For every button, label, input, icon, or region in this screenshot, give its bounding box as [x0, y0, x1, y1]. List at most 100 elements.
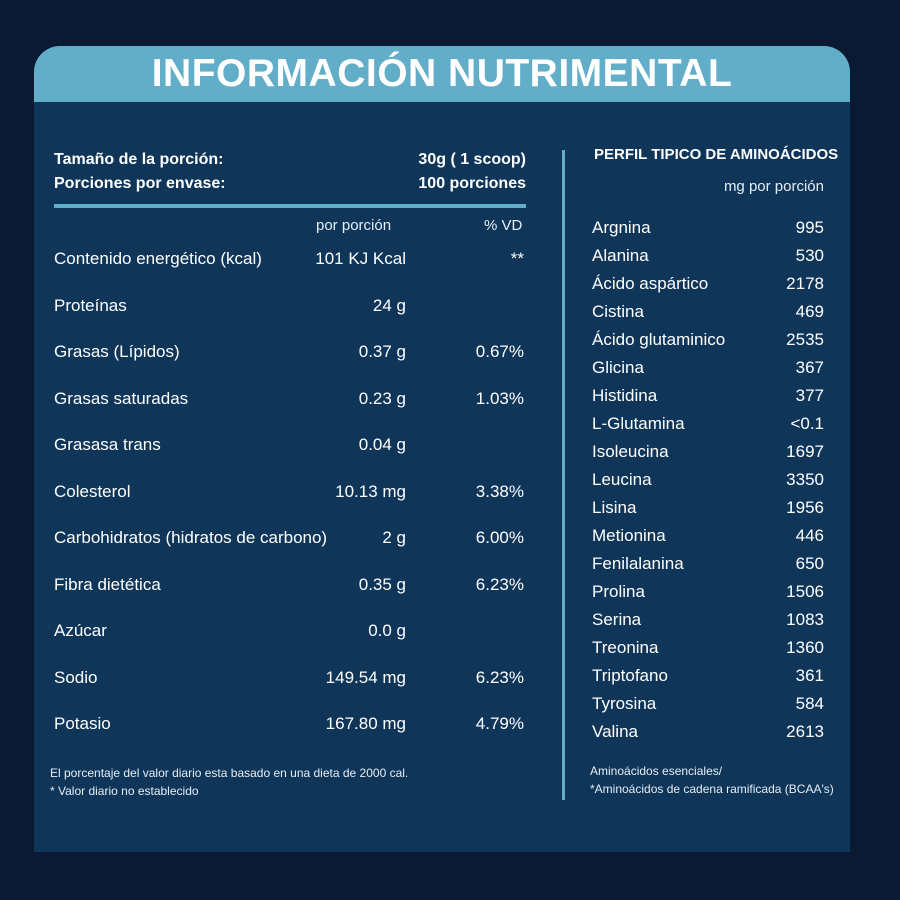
- servings-count-label: Porciones por envase:: [54, 175, 226, 192]
- serving-divider: [54, 204, 526, 208]
- serving-size-label: Tamaño de la porción:: [54, 151, 224, 168]
- amino-row: Ácido glutaminico 2535: [592, 326, 824, 354]
- nutrient-amount: 0.35 g: [358, 574, 406, 594]
- nutrient-amount: 0.37 g: [358, 342, 406, 361]
- nutrition-footnote: El porcentaje del valor diario esta basa…: [50, 764, 408, 800]
- per-serving-header: por porción: [316, 217, 392, 234]
- nutrient-name: Carbohidratos (hidratos de carbono): [54, 528, 328, 547]
- amino-value: 1956: [786, 498, 824, 517]
- amino-name: L-Glutamina: [592, 414, 685, 433]
- nutrient-row: Grasasa trans 0.04 g: [54, 430, 524, 460]
- amino-name: Histidina: [592, 386, 658, 405]
- nutrient-name: Colesterol: [54, 481, 131, 501]
- nutrient-row: Contenido energético (kcal) 101 KJ Kcal **: [54, 244, 524, 274]
- amino-footnote: Aminoácidos esenciales/ *Aminoácidos de …: [590, 762, 834, 798]
- nutrient-amount: 0.23 g: [358, 388, 406, 408]
- nutrient-row: Fibra dietética 0.35 g 6.23%: [54, 570, 524, 600]
- nutrient-dv: 3.38%: [475, 481, 524, 501]
- amino-name: Prolina: [592, 582, 645, 601]
- nutrient-dv: 0.67%: [475, 342, 524, 361]
- amino-name: Treonina: [592, 638, 659, 657]
- nutrient-row: Grasas saturadas 0.23 g 1.03%: [54, 384, 524, 414]
- nutrient-amount: 10.13 mg: [335, 481, 406, 501]
- amino-name: Alanina: [592, 246, 649, 265]
- amino-title: PERFIL TIPICO DE AMINOÁCIDOS: [594, 146, 839, 163]
- amino-row: Cistina 469: [592, 298, 824, 326]
- amino-value: 446: [795, 526, 824, 545]
- nutrient-amount: 101 KJ Kcal: [315, 249, 406, 268]
- column-divider: [562, 150, 565, 800]
- amino-row: L-Glutamina <0.1: [592, 410, 824, 438]
- nutrient-row: Carbohidratos (hidratos de carbono) 2 g 6.…: [54, 523, 524, 553]
- nutrient-dv: 6.00%: [475, 528, 524, 547]
- nutrient-name: Proteínas: [54, 295, 127, 315]
- amino-name: Fenilalanina: [592, 554, 684, 573]
- amino-row: Metionina 446: [592, 522, 824, 550]
- page-title: INFORMACIÓN NUTRIMENTAL: [151, 52, 733, 95]
- nutrient-row: Proteínas 24 g: [54, 291, 524, 321]
- amino-name: Tyrosina: [592, 694, 657, 713]
- nutrient-name: Azúcar: [54, 621, 107, 640]
- amino-value: 1697: [786, 442, 824, 461]
- nutrient-amount: 167.80 mg: [325, 714, 406, 733]
- amino-row: Isoleucina 1697: [592, 438, 824, 466]
- amino-row: Valina 2613: [592, 718, 824, 746]
- nutrient-row: Colesterol 10.13 mg 3.38%: [54, 477, 524, 507]
- amino-value: 2613: [786, 722, 824, 741]
- nutrient-dv: 4.79%: [475, 714, 524, 733]
- nutrient-name: Grasas (Lípidos): [54, 342, 180, 361]
- nutrient-amount: 149.54 mg: [325, 667, 406, 687]
- amino-value: 1360: [786, 638, 824, 657]
- amino-row: Alanina 530: [592, 242, 824, 270]
- footnote-line-2: * Valor diario no establecido: [50, 784, 199, 798]
- amino-value: 1506: [786, 582, 824, 601]
- amino-row: Glicina 367: [592, 354, 824, 382]
- nutrient-dv: 1.03%: [475, 388, 524, 408]
- amino-value: 584: [795, 694, 824, 713]
- amino-value: 377: [795, 386, 824, 405]
- amino-value: <0.1: [790, 414, 824, 433]
- amino-name: Ácido aspártico: [592, 274, 709, 293]
- amino-name: Cistina: [592, 302, 644, 321]
- amino-footnote-line-2: *Aminoácidos de cadena ramificada (BCAA'…: [590, 782, 834, 796]
- amino-name: Serina: [592, 610, 642, 629]
- amino-row: Lisina 1956: [592, 494, 824, 522]
- amino-name: Argnina: [592, 218, 651, 237]
- amino-value: 530: [795, 246, 824, 265]
- nutrient-amount: 0.04 g: [358, 435, 406, 454]
- serving-size-value: 30g ( 1 scoop): [418, 151, 526, 168]
- amino-name: Valina: [592, 722, 638, 741]
- nutrient-name: Grasasa trans: [54, 435, 161, 454]
- amino-value: 2535: [786, 330, 824, 349]
- nutrient-name: Sodio: [54, 667, 98, 687]
- amino-value: 367: [795, 358, 824, 377]
- nutrient-dv: 6.23%: [475, 574, 524, 594]
- servings-count-row: Porciones por envase: 100 porciones: [54, 172, 526, 196]
- nutrient-dv: 6.23%: [475, 667, 524, 687]
- serving-size-row: Tamaño de la porción: 30g ( 1 scoop): [54, 148, 526, 172]
- nutrient-dv: **: [510, 249, 524, 268]
- nutrient-row: Azúcar 0.0 g: [54, 616, 524, 646]
- dv-header: % VD: [484, 217, 523, 234]
- amino-row: Prolina 1506: [592, 578, 824, 606]
- nutrient-amount: 2 g: [382, 528, 406, 547]
- amino-name: Leucina: [592, 470, 652, 489]
- amino-row: Histidina 377: [592, 382, 824, 410]
- nutrient-amount: 24 g: [372, 295, 406, 315]
- amino-value: 650: [795, 554, 824, 573]
- amino-value: 361: [795, 666, 824, 685]
- serving-info: Tamaño de la porción: 30g ( 1 scoop) Por…: [54, 148, 526, 196]
- nutrition-panel: INFORMACIÓN NUTRIMENTAL Tamaño de la por…: [34, 46, 850, 852]
- nutrient-amount: 0.0 g: [368, 621, 406, 640]
- amino-row: Ácido aspártico 2178: [592, 270, 824, 298]
- amino-row: Leucina 3350: [592, 466, 824, 494]
- amino-value: 3350: [786, 470, 824, 489]
- amino-row: Serina 1083: [592, 606, 824, 634]
- amino-row: Fenilalanina 650: [592, 550, 824, 578]
- footnote-line-1: El porcentaje del valor diario esta basa…: [50, 766, 409, 780]
- title-banner: INFORMACIÓN NUTRIMENTAL: [34, 46, 850, 102]
- amino-name: Lisina: [592, 498, 637, 517]
- nutrient-row: Sodio 149.54 mg 6.23%: [54, 663, 524, 693]
- amino-value: 469: [795, 302, 824, 321]
- nutrient-name: Grasas saturadas: [54, 388, 189, 408]
